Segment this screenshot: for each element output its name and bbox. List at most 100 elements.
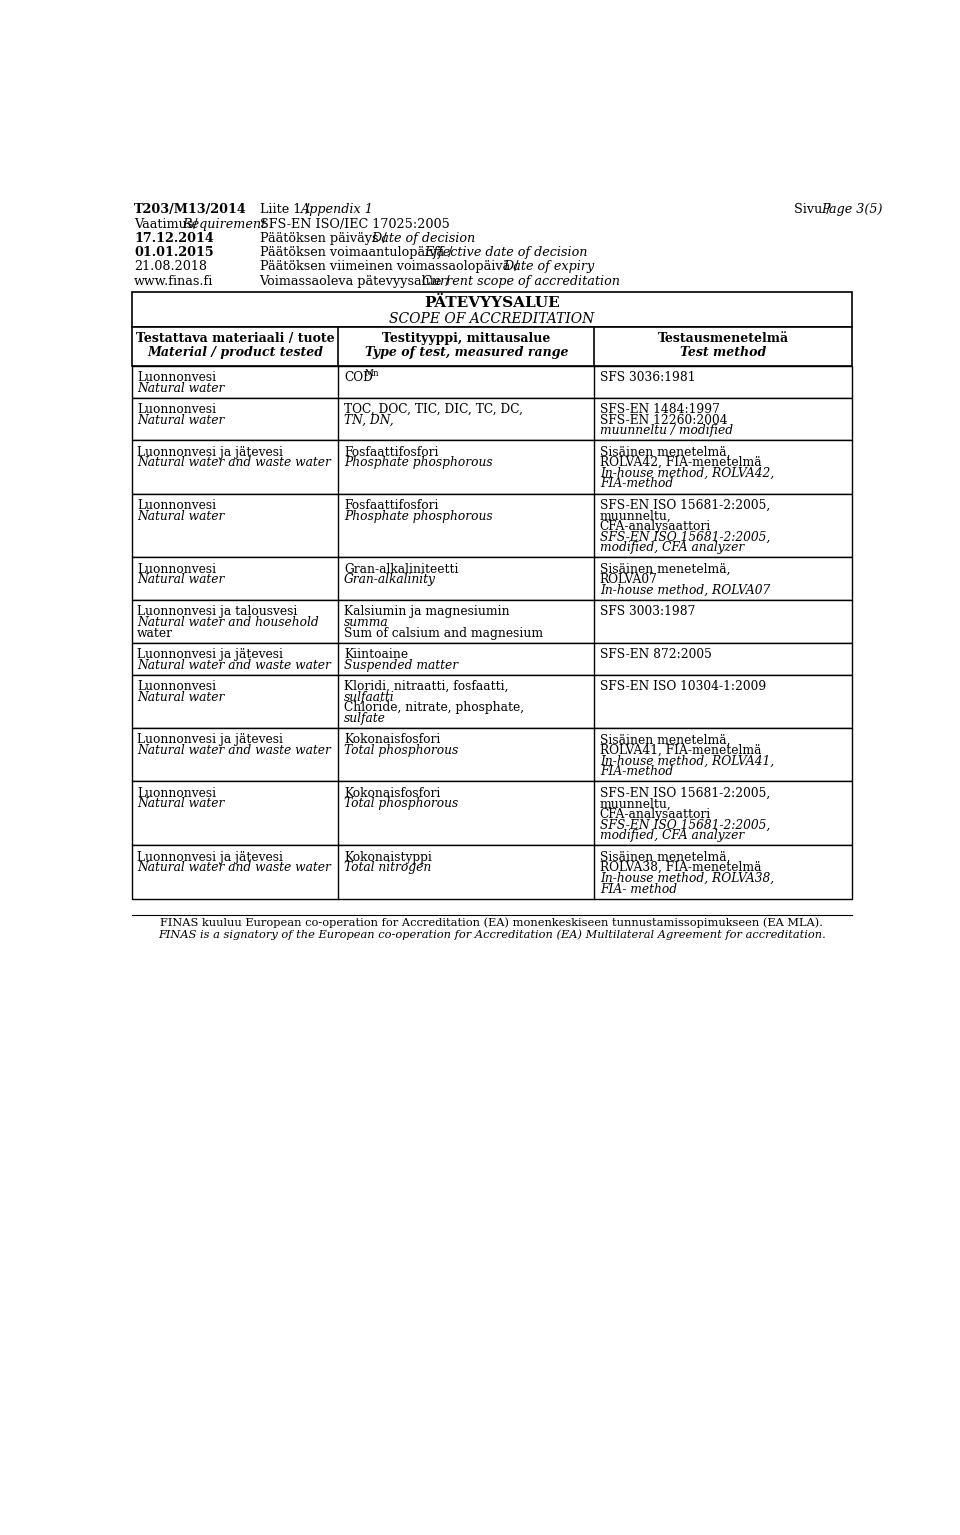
Text: SFS 3003:1987: SFS 3003:1987 [600,605,695,619]
Text: Natural water: Natural water [137,574,225,586]
Bar [132,327,852,365]
Text: CFA-analysaattori: CFA-analysaattori [600,807,711,821]
Text: Testausmenetelmä: Testausmenetelmä [658,333,789,345]
Text: Natural water: Natural water [137,510,225,522]
Text: SCOPE OF ACCREDITATION: SCOPE OF ACCREDITATION [390,313,594,327]
Text: Päätöksen viimeinen voimassaolopäivä /: Päätöksen viimeinen voimassaolopäivä / [259,261,518,273]
Text: Natural water and waste water: Natural water and waste water [137,659,331,672]
Text: COD: COD [344,371,372,384]
Bar [132,675,852,728]
Text: Luonnonvesi: Luonnonvesi [137,787,216,800]
Text: sulfate: sulfate [344,712,386,725]
Text: SFS-EN 12260:2004: SFS-EN 12260:2004 [600,413,728,427]
Text: Kokonaistyppi: Kokonaistyppi [344,850,432,864]
Text: SFS-EN ISO 10304-1:2009: SFS-EN ISO 10304-1:2009 [600,680,766,694]
Text: Natural water: Natural water [137,691,225,703]
Bar [132,398,852,441]
Text: Kiintoaine: Kiintoaine [344,648,408,662]
Text: Gran-alkalinity: Gran-alkalinity [344,574,436,586]
Text: CFA-analysaattori: CFA-analysaattori [600,520,711,533]
Text: Fosfaattifosfori: Fosfaattifosfori [344,445,439,459]
Text: Testattava materiaali / tuote: Testattava materiaali / tuote [135,333,334,345]
Text: www.finas.fi: www.finas.fi [134,275,213,287]
Text: Luonnonvesi: Luonnonvesi [137,499,216,511]
Text: Päätöksen päiväys /: Päätöksen päiväys / [259,232,386,246]
Text: Vaatimus/: Vaatimus/ [134,218,198,230]
Text: modified, CFA analyzer: modified, CFA analyzer [600,542,744,554]
Text: Requirement: Requirement [182,218,266,230]
Text: FIA-method: FIA-method [600,766,673,778]
Text: Total phosphorous: Total phosphorous [344,797,458,810]
Text: In-house method, ROLVA42,: In-house method, ROLVA42, [600,467,774,480]
Text: SFS-EN ISO 15681-2:2005,: SFS-EN ISO 15681-2:2005, [600,818,770,832]
Text: 01.01.2015: 01.01.2015 [134,246,213,259]
Text: Current scope of accreditation: Current scope of accreditation [422,275,620,287]
Text: Total nitrogen: Total nitrogen [344,861,431,875]
Text: ROLVA38, FIA-menetelmä: ROLVA38, FIA-menetelmä [600,861,761,875]
Text: Sivu /: Sivu / [794,204,830,216]
Text: TOC, DOC, TIC, DIC, TC, DC,: TOC, DOC, TIC, DIC, TC, DC, [344,404,523,416]
Text: Phosphate phosphorous: Phosphate phosphorous [344,456,492,470]
Text: Date of expiry: Date of expiry [504,261,595,273]
Text: Luonnonvesi ja jätevesi: Luonnonvesi ja jätevesi [137,850,283,864]
Text: SFS-EN 1484:1997: SFS-EN 1484:1997 [600,404,720,416]
Text: In-house method, ROLVA07: In-house method, ROLVA07 [600,583,770,597]
Text: SFS-EN ISO 15681-2:2005,: SFS-EN ISO 15681-2:2005, [600,787,770,800]
Text: ROLVA41, FIA-menetelmä: ROLVA41, FIA-menetelmä [600,744,761,757]
Text: PÄTEVYYSALUE: PÄTEVYYSALUE [424,295,560,310]
Text: Luonnonvesi: Luonnonvesi [137,404,216,416]
Bar [132,643,852,675]
Text: In-house method, ROLVA41,: In-house method, ROLVA41, [600,755,774,768]
Text: FIA-method: FIA-method [600,477,673,491]
Bar [132,494,852,557]
Bar [132,728,852,781]
Text: Testityyppi, mittausalue: Testityyppi, mittausalue [382,333,551,345]
Bar [132,557,852,600]
Text: Sum of calsium and magnesium: Sum of calsium and magnesium [344,626,543,640]
Text: Sisäinen menetelmä,: Sisäinen menetelmä, [600,563,731,576]
Text: Luonnonvesi ja jätevesi: Luonnonvesi ja jätevesi [137,445,283,459]
Text: Luonnonvesi ja jätevesi: Luonnonvesi ja jätevesi [137,648,283,662]
Text: muunneltu / modified: muunneltu / modified [600,424,732,437]
Text: 21.08.2018: 21.08.2018 [134,261,207,273]
Text: Type of test, measured range: Type of test, measured range [365,345,568,359]
Bar [132,846,852,898]
Text: Page 3(5): Page 3(5) [822,204,883,216]
Bar [132,600,852,643]
Text: Natural water: Natural water [137,797,225,810]
Text: modified, CFA analyzer: modified, CFA analyzer [600,829,744,843]
Text: T203/M13/2014: T203/M13/2014 [134,204,247,216]
Text: FINAS is a signatory of the European co-operation for Accreditation (EA) Multila: FINAS is a signatory of the European co-… [158,929,826,939]
Text: Gran-alkaliniteetti: Gran-alkaliniteetti [344,563,459,576]
Bar [132,441,852,494]
Text: ROLVA42, FIA-menetelmä: ROLVA42, FIA-menetelmä [600,456,761,470]
Text: Päätöksen voimaantulopäivä /: Päätöksen voimaantulopäivä / [259,246,452,259]
Text: muunneltu,: muunneltu, [600,510,672,522]
Text: ROLVA07: ROLVA07 [600,574,658,586]
Text: muunneltu,: muunneltu, [600,797,672,810]
Text: water: water [137,626,173,640]
Text: Fosfaattifosfori: Fosfaattifosfori [344,499,439,511]
Text: Kalsiumin ja magnesiumin: Kalsiumin ja magnesiumin [344,605,510,619]
Text: SFS-EN ISO/IEC 17025:2005: SFS-EN ISO/IEC 17025:2005 [259,218,449,230]
Text: Sisäinen menetelmä,: Sisäinen menetelmä, [600,445,731,459]
Text: Sisäinen menetelmä,: Sisäinen menetelmä, [600,850,731,864]
Text: Kokonaisfosfori: Kokonaisfosfori [344,787,441,800]
Text: Luonnonvesi: Luonnonvesi [137,371,216,384]
Text: Luonnonvesi ja jätevesi: Luonnonvesi ja jätevesi [137,734,283,746]
Bar [132,781,852,846]
Bar [132,365,852,398]
Text: Suspended matter: Suspended matter [344,659,458,672]
Text: Natural water and waste water: Natural water and waste water [137,456,331,470]
Text: summa: summa [344,616,389,629]
Text: SFS-EN ISO 15681-2:2005,: SFS-EN ISO 15681-2:2005, [600,531,770,543]
Text: Natural water and waste water: Natural water and waste water [137,744,331,757]
Text: Natural water and household: Natural water and household [137,616,319,629]
Bar [132,292,852,327]
Text: TN, DN,: TN, DN, [344,413,394,427]
Text: Effective date of decision: Effective date of decision [424,246,588,259]
Text: sulfaatti: sulfaatti [344,691,395,703]
Text: Chloride, nitrate, phosphate,: Chloride, nitrate, phosphate, [344,701,524,714]
Text: Material / product tested: Material / product tested [147,345,324,359]
Text: SFS-EN 872:2005: SFS-EN 872:2005 [600,648,711,662]
